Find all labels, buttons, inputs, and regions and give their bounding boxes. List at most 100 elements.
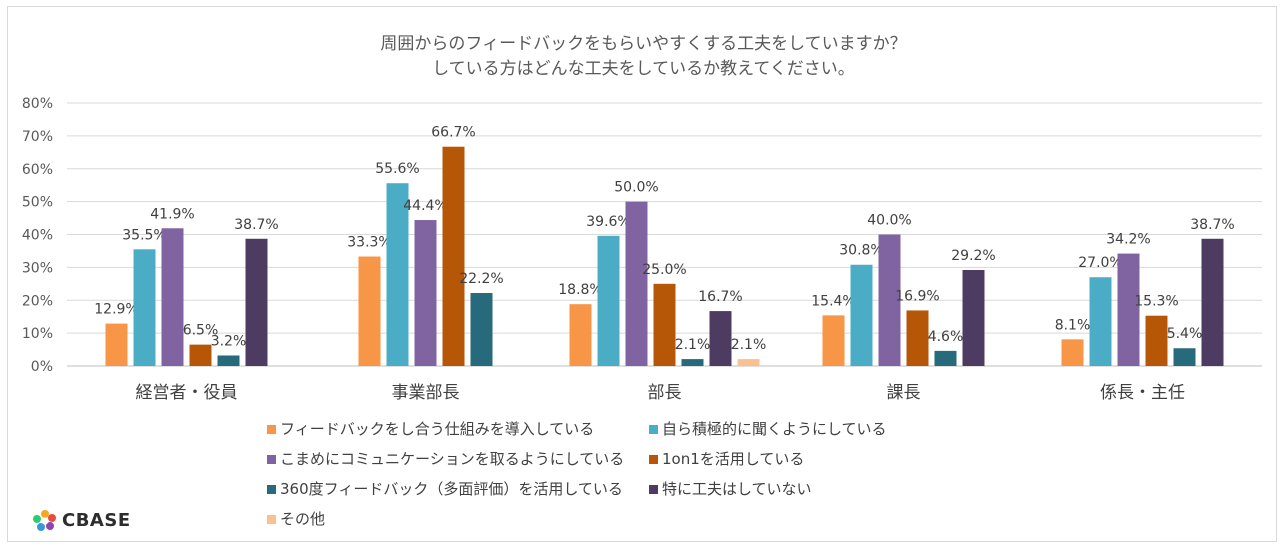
data-label: 3.2% <box>211 333 247 349</box>
bar <box>625 201 648 366</box>
legend-swatch <box>267 515 276 524</box>
data-label: 16.9% <box>895 288 939 304</box>
bar <box>189 344 212 366</box>
data-label: 6.5% <box>183 323 219 339</box>
bar <box>245 238 268 366</box>
bar <box>470 293 493 366</box>
bar <box>709 311 732 366</box>
bar <box>569 304 592 366</box>
data-label: 40.0% <box>867 213 911 229</box>
y-tick-label: 20% <box>22 293 53 309</box>
legend-label: 自ら積極的に聞くようにしている <box>662 420 887 438</box>
y-tick-label: 10% <box>22 326 53 342</box>
legend-item-series-3: こまめにコミュニケーションを取るようにしている <box>267 448 624 469</box>
bar <box>105 323 128 366</box>
bar <box>358 256 381 366</box>
bar <box>1145 315 1168 366</box>
bar <box>597 235 620 366</box>
y-tick-label: 70% <box>22 129 53 145</box>
legend-item-series-4: 1on1を活用している <box>649 448 804 469</box>
data-label: 2.1% <box>731 337 767 353</box>
legend-label: 特に工夫はしていない <box>662 480 812 498</box>
bar <box>822 315 845 366</box>
legend-item-series-1: フィードバックをし合う仕組みを導入している <box>267 418 594 439</box>
bar <box>1201 238 1224 366</box>
legend-item-series-5: 360度フィードバック（多面評価）を活用している <box>267 478 623 499</box>
data-label: 15.3% <box>1134 294 1178 310</box>
brand-name: CBASE <box>62 510 131 531</box>
y-tick-label: 80% <box>22 96 53 112</box>
legend-swatch <box>649 425 658 434</box>
legend-label: こまめにコミュニケーションを取るようにしている <box>280 450 625 468</box>
bar <box>442 146 465 366</box>
data-label: 12.9% <box>94 302 138 318</box>
legend-item-series-2: 自ら積極的に聞くようにしている <box>649 418 887 439</box>
bar <box>850 264 873 366</box>
bar <box>1089 277 1112 366</box>
bar <box>653 283 676 366</box>
data-label: 18.8% <box>558 282 602 298</box>
data-label: 41.9% <box>150 206 194 222</box>
legend-swatch <box>649 485 658 494</box>
bar <box>133 249 156 366</box>
bar <box>962 270 985 366</box>
data-label: 66.7% <box>431 125 475 141</box>
data-label: 22.2% <box>459 271 503 287</box>
legend-swatch <box>267 455 276 464</box>
legend-item-series-7: その他 <box>267 508 325 529</box>
x-category-label: 事業部長 <box>392 383 460 403</box>
data-label: 35.5% <box>122 227 166 243</box>
bar <box>414 220 437 366</box>
data-label: 39.6% <box>586 214 630 230</box>
data-label: 34.2% <box>1106 232 1150 248</box>
data-label: 33.3% <box>347 235 391 251</box>
y-tick-label: 60% <box>22 162 53 178</box>
bar <box>681 359 704 366</box>
bar <box>737 359 760 366</box>
x-category-label: 係長・主任 <box>1100 383 1185 403</box>
legend-label: 360度フィードバック（多面評価）を活用している <box>280 480 623 498</box>
x-category-label: 課長 <box>887 383 921 403</box>
chart-title-line-2: している方はどんな工夫をしているか教えてください。 <box>432 59 855 79</box>
data-label: 27.0% <box>1078 255 1122 271</box>
data-label: 38.7% <box>1190 217 1234 233</box>
bar <box>386 183 409 366</box>
bar <box>217 355 240 366</box>
bar <box>934 350 957 366</box>
bar <box>906 310 929 366</box>
data-label: 38.7% <box>234 217 278 233</box>
data-label: 44.4% <box>403 198 447 214</box>
data-label: 30.8% <box>839 243 883 259</box>
data-label: 15.4% <box>811 293 855 309</box>
x-category-label: 部長 <box>648 383 682 403</box>
legend-item-series-6: 特に工夫はしていない <box>649 478 812 499</box>
chart-title-line-1: 周囲からのフィードバックをもらいやすくする工夫をしていますか？ <box>380 34 907 54</box>
data-label: 8.1% <box>1055 317 1091 333</box>
legend-swatch <box>649 455 658 464</box>
x-category-label: 経営者・役員 <box>136 383 238 403</box>
legend-label: フィードバックをし合う仕組みを導入している <box>280 420 595 438</box>
data-label: 29.2% <box>951 248 995 264</box>
bar <box>1117 253 1140 366</box>
y-tick-label: 0% <box>31 359 53 375</box>
brand-logo: CBASE <box>32 509 130 533</box>
bar <box>1061 339 1084 366</box>
legend-label: その他 <box>280 510 326 528</box>
data-label: 25.0% <box>642 262 686 278</box>
chart-frame <box>7 6 1277 542</box>
data-label: 5.4% <box>1167 326 1203 342</box>
y-tick-label: 50% <box>22 195 53 211</box>
y-tick-label: 40% <box>22 228 53 244</box>
data-label: 4.6% <box>928 329 964 345</box>
bar <box>878 234 901 366</box>
bar <box>161 228 184 366</box>
legend-swatch <box>267 485 276 494</box>
legend-label: 1on1を活用している <box>662 450 805 468</box>
data-label: 55.6% <box>375 161 419 177</box>
data-label: 50.0% <box>614 180 658 196</box>
data-label: 16.7% <box>698 289 742 305</box>
y-tick-label: 30% <box>22 260 53 276</box>
legend-swatch <box>267 425 276 434</box>
data-label: 2.1% <box>675 337 711 353</box>
